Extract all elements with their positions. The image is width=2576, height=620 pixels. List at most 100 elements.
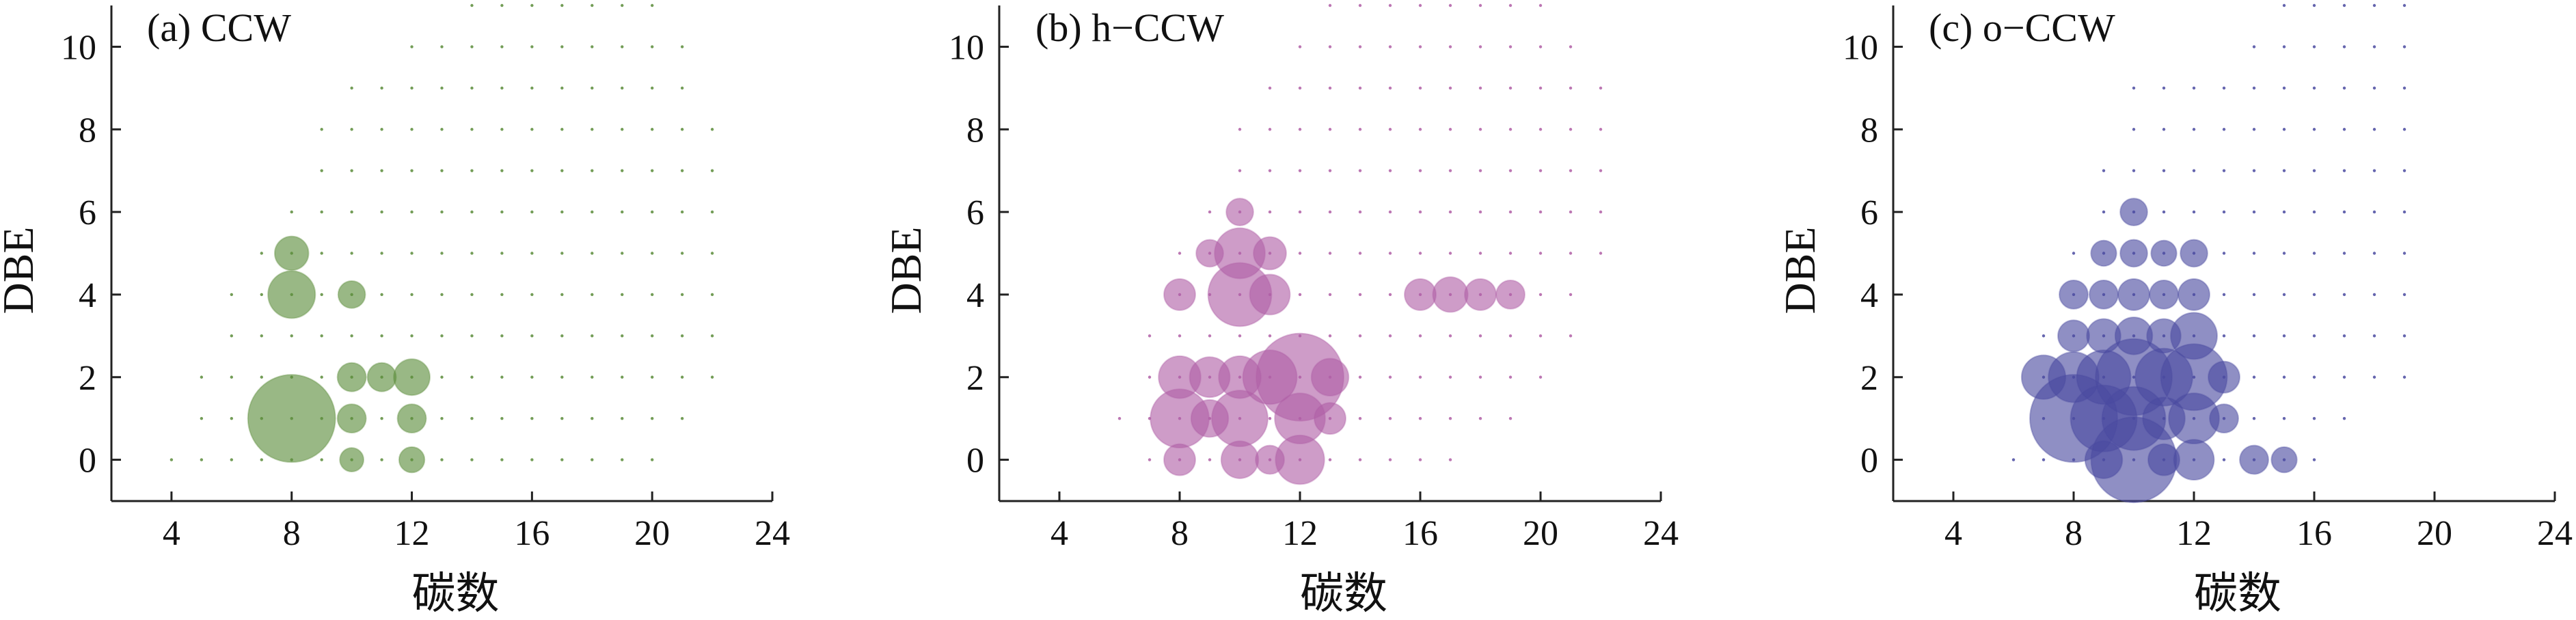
formula-dot <box>591 293 594 297</box>
formula-dot <box>680 128 684 131</box>
formula-dot <box>1358 86 1362 90</box>
formula-dot <box>650 293 654 297</box>
formula-dot <box>2252 128 2256 131</box>
formula-dot <box>2342 375 2346 379</box>
formula-dot <box>591 86 594 90</box>
formula-dot <box>2312 252 2316 255</box>
x-axis-label: 碳数 <box>2194 569 2281 618</box>
formula-dot <box>2312 293 2316 297</box>
formula-dot <box>2282 128 2286 131</box>
formula-dot <box>2132 169 2136 172</box>
panel-b-title: (b) h−CCW <box>1035 5 1224 50</box>
formula-dot <box>1328 169 1332 172</box>
formula-dot <box>1238 128 1242 131</box>
formula-dot <box>470 334 474 338</box>
formula-dot <box>1418 169 1422 172</box>
formula-dot <box>560 252 564 255</box>
formula-dot <box>2372 375 2376 379</box>
formula-dot <box>470 3 474 8</box>
formula-dot <box>680 252 684 255</box>
formula-dot <box>1298 293 1302 297</box>
formula-dot <box>591 3 594 8</box>
formula-dot <box>2312 86 2316 90</box>
formula-dot <box>350 334 353 338</box>
formula-dot <box>1418 86 1422 90</box>
formula-dot <box>260 375 263 379</box>
formula-dot <box>710 128 714 131</box>
formula-dot <box>1538 128 1543 131</box>
formula-dot <box>1298 252 1302 255</box>
y-axis-label: DBE <box>1776 227 1824 314</box>
formula-dot <box>440 252 444 255</box>
formula-dot <box>1358 169 1362 172</box>
formula-dot <box>1538 293 1543 297</box>
formula-dot <box>2282 252 2286 255</box>
formula-dot <box>440 45 444 49</box>
formula-dot <box>2372 86 2376 90</box>
formula-dot <box>2342 252 2346 255</box>
formula-dot <box>350 252 353 255</box>
y-tick-label: 2 <box>966 359 984 398</box>
formula-dot <box>1298 45 1302 49</box>
formula-dot <box>2372 169 2376 172</box>
formula-dot <box>2342 210 2346 214</box>
data-bubble <box>2142 396 2186 440</box>
data-bubble <box>247 374 336 463</box>
formula-dot <box>1358 293 1362 297</box>
formula-dot <box>2372 252 2376 255</box>
x-tick-label: 8 <box>2065 514 2083 553</box>
formula-dot <box>621 458 624 461</box>
formula-dot <box>320 252 323 255</box>
formula-dot <box>2282 375 2286 379</box>
data-bubble <box>1464 278 1497 311</box>
formula-dot <box>2252 210 2256 214</box>
formula-dot <box>410 252 413 255</box>
formula-dot <box>2312 169 2316 172</box>
formula-dot <box>2282 169 2286 172</box>
y-tick-label: 2 <box>1860 359 1878 398</box>
formula-dot <box>230 458 234 461</box>
formula-dot <box>2372 293 2376 297</box>
formula-dot <box>621 169 624 172</box>
formula-dot <box>1388 416 1392 420</box>
formula-dot <box>2162 210 2166 214</box>
formula-dot <box>2252 86 2256 90</box>
x-axis-label: 碳数 <box>1300 569 1387 618</box>
formula-dot <box>2342 293 2346 297</box>
formula-dot <box>2011 458 2016 461</box>
formula-dot <box>1328 3 1332 8</box>
formula-dot <box>200 416 204 420</box>
formula-dot <box>440 169 444 172</box>
formula-dot <box>1599 86 1603 90</box>
formula-dot <box>1268 86 1272 90</box>
formula-dot <box>2222 210 2226 214</box>
formula-dot <box>380 169 383 172</box>
formula-dot <box>380 458 383 461</box>
formula-dot <box>1538 252 1543 255</box>
formula-dot <box>500 375 504 379</box>
data-bubble <box>1163 278 1196 311</box>
formula-dot <box>560 169 564 172</box>
formula-dot <box>1448 45 1452 49</box>
formula-dot <box>500 252 504 255</box>
formula-dot <box>1328 293 1332 297</box>
formula-dot <box>2222 252 2226 255</box>
formula-dot <box>1418 210 1422 214</box>
formula-dot <box>650 3 654 8</box>
formula-dot <box>560 86 564 90</box>
formula-dot <box>1148 334 1152 338</box>
formula-dot <box>1328 458 1332 461</box>
formula-dot <box>470 128 474 131</box>
data-bubble <box>1189 356 1231 399</box>
y-tick-label: 0 <box>1860 442 1878 481</box>
formula-dot <box>650 375 654 379</box>
data-bubble <box>1195 239 1224 268</box>
formula-dot <box>1569 210 1573 214</box>
formula-dot <box>530 86 534 90</box>
formula-dot <box>1508 3 1513 8</box>
data-bubble <box>2084 440 2124 479</box>
data-bubble <box>393 358 431 396</box>
formula-dot <box>621 3 624 8</box>
formula-dot <box>1328 86 1332 90</box>
